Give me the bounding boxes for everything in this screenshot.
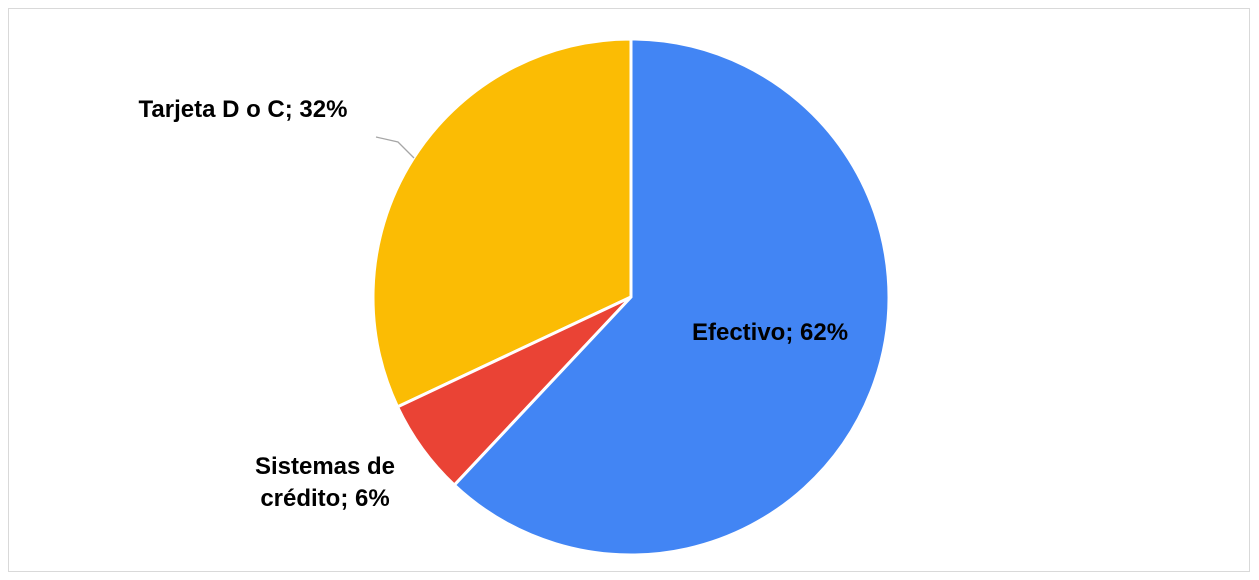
data-label: Efectivo; 62% (691, 319, 849, 346)
chart-frame (8, 8, 1250, 572)
leader-line (375, 136, 415, 159)
pie-slice (452, 37, 891, 557)
pie-slice (371, 37, 633, 409)
data-label: Tarjeta D o C; 32% (138, 96, 348, 123)
data-label: Sistemas de crédito; 6% (254, 453, 396, 512)
